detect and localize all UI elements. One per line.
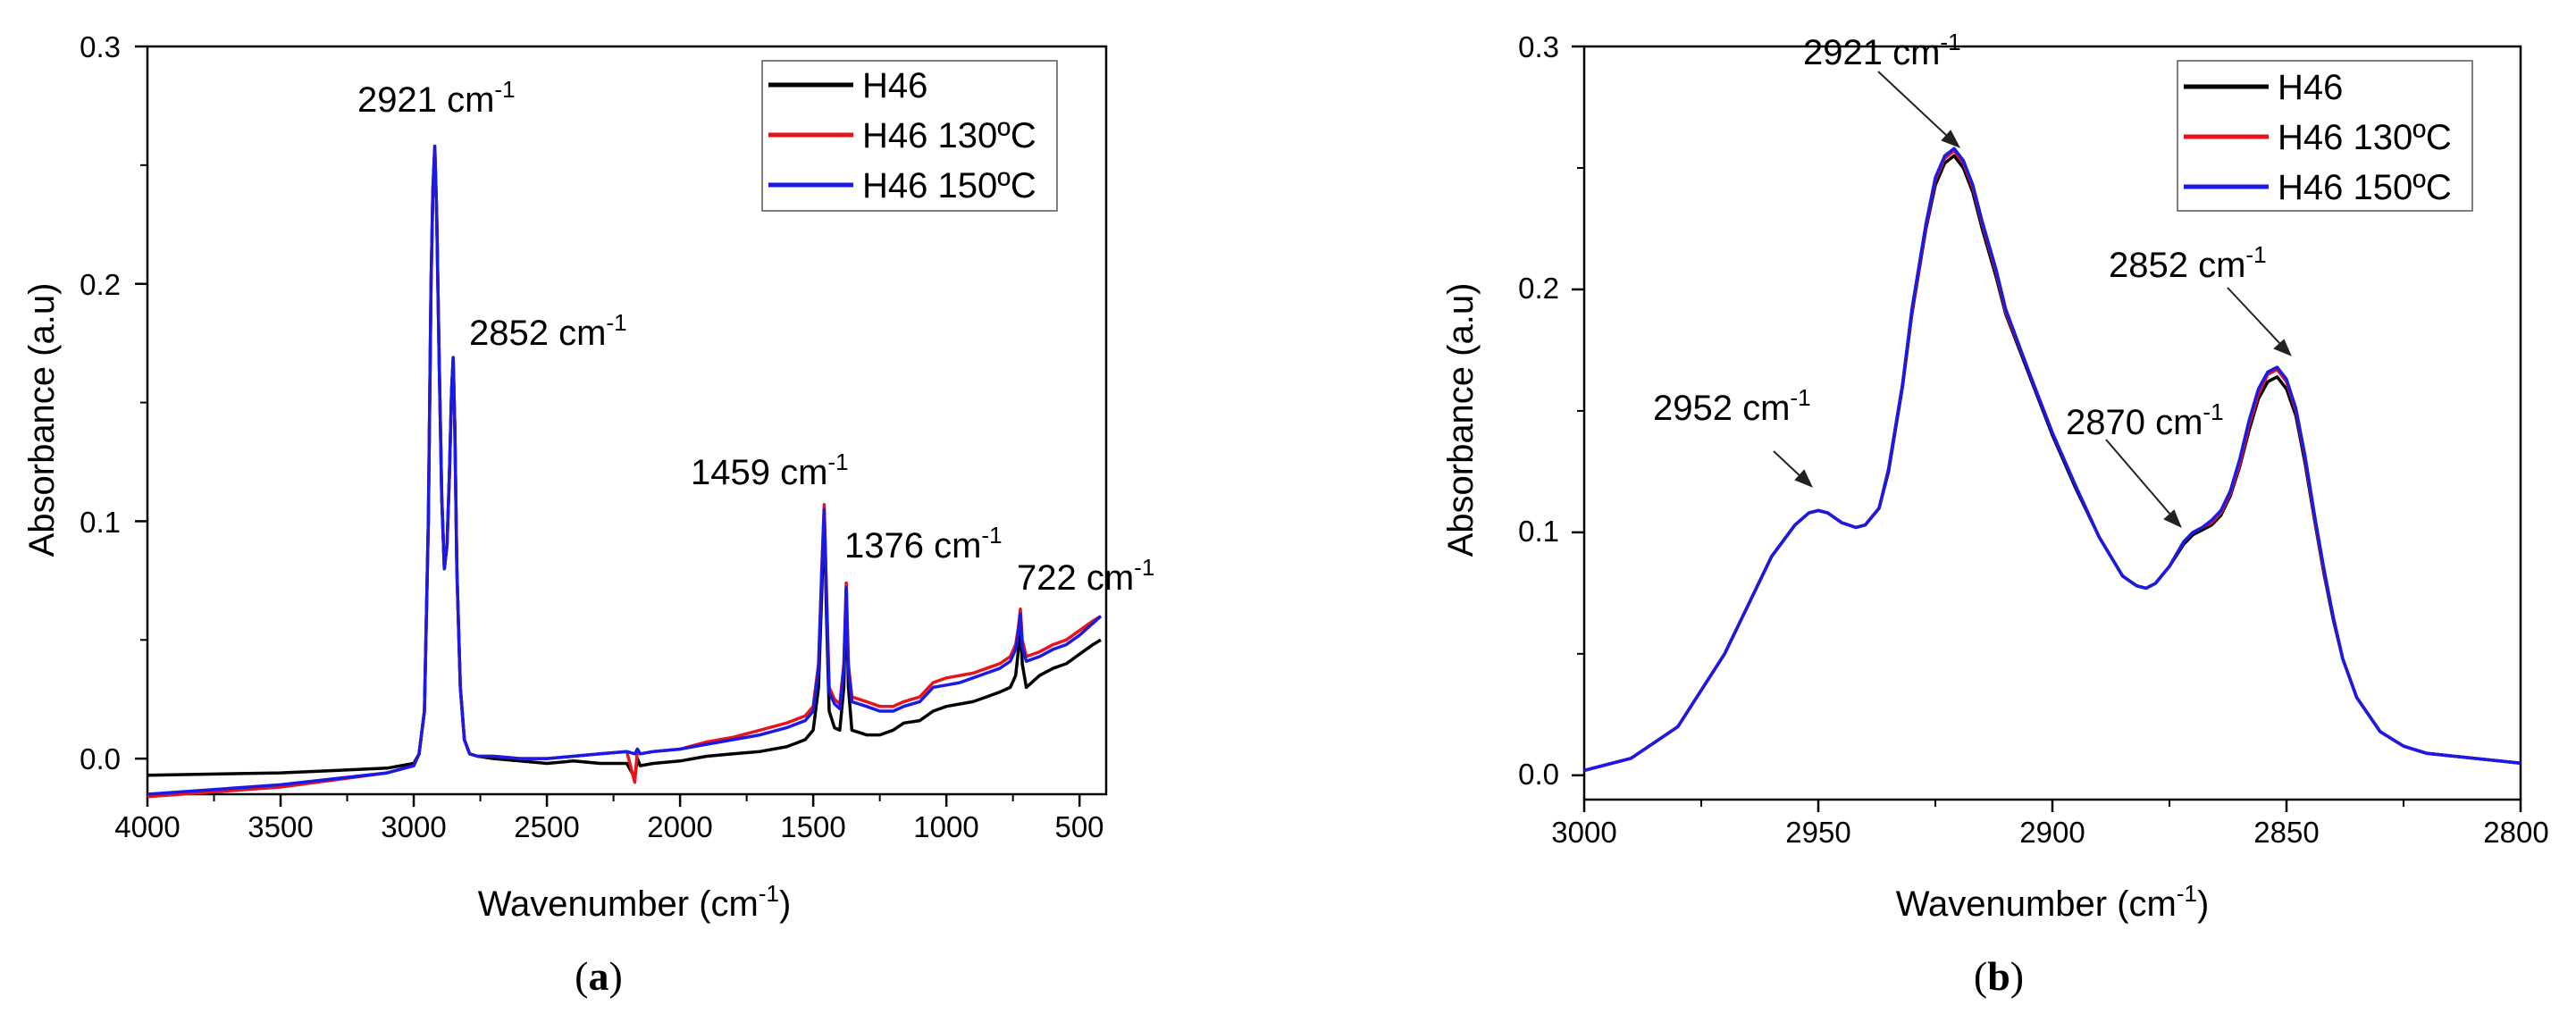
panel-a-legend-label-h46-150: H46 150ºC [862, 166, 1036, 205]
panel-a-legend: H46 H46 130ºC H46 150ºC [761, 60, 1058, 212]
panel-a-ylabel: Absorbance (a.u) [22, 283, 62, 557]
panel-b-xtick-label: 2900 [2019, 816, 2085, 849]
panel-b-series-line-1 [1583, 149, 2521, 773]
panel-a-ytick-label: 0.2 [80, 268, 121, 301]
arrow-2870 [2105, 439, 2172, 516]
panel-a-legend-label-h46: H46 [862, 66, 927, 105]
panel-a-xtick-label: 500 [1054, 810, 1103, 843]
panel-a-legend-label-h46-130: H46 130ºC [862, 116, 1036, 155]
arrow-2952 [1773, 450, 1803, 479]
panel-a-annotation-1376: 1376 cm-1 [844, 522, 1003, 566]
panel-a-xtick-label: 3500 [248, 810, 313, 843]
panel-a-xtick-label: 1500 [780, 810, 845, 843]
panel-b-label: (b) [1974, 953, 2024, 999]
panel-b-annotation-2852: 2852 cm-1 [2109, 241, 2267, 285]
panel-a-xtick-label: 2500 [514, 810, 579, 843]
panel-b-legend: H46 H46 130ºC H46 150ºC [2177, 60, 2473, 212]
panel-b-ytick-label: 0.2 [1518, 272, 1559, 305]
panel-a-plot-frame [146, 45, 1108, 796]
panel-a-annotation-722: 722 cm-1 [1017, 554, 1154, 598]
panel-b-annotation-2952: 2952 cm-1 [1653, 384, 1811, 428]
panel-a-annotation-2921: 2921 cm-1 [357, 76, 516, 120]
panel-b-chart: 0.0 0.1 0.2 0.3 3000 2950 2900 2850 2800… [1441, 29, 2549, 999]
panel-b-annotation-2870: 2870 cm-1 [2066, 398, 2224, 442]
panel-b-xtick-label: 3000 [1551, 816, 1616, 849]
arrow-2852 [2227, 287, 2282, 346]
arrow-2852-head [2273, 339, 2292, 356]
arrow-2952-head [1794, 469, 1814, 488]
panel-b-ticks [1572, 45, 2522, 812]
panel-b-annotation-2921: 2921 cm-1 [1803, 29, 1961, 72]
panel-a-xtick-label: 3000 [381, 810, 446, 843]
panel-b-series-line-0 [1583, 154, 2521, 773]
panel-a-annotation-2852: 2852 cm-1 [469, 309, 627, 353]
panel-a-xtick-label: 4000 [114, 810, 180, 843]
panel-a-series-line-2 [147, 144, 1103, 796]
panel-b-legend-label-h46-150: H46 150ºC [2278, 168, 2452, 207]
panel-b-ylabel: Absorbance (a.u) [1441, 283, 1481, 557]
panel-b-xtick-label: 2800 [2483, 816, 2548, 849]
panel-a-xtick-label: 1000 [913, 810, 978, 843]
panel-b-series [1583, 147, 2521, 773]
panel-a-label: (a) [575, 953, 623, 999]
panel-a-xlabel: Wavenumber (cm-1) [478, 880, 792, 924]
panel-a-series-line-1 [147, 144, 1102, 799]
panel-a-ytick-label: 0.1 [80, 506, 121, 539]
panel-b-ytick-label: 0.1 [1518, 515, 1559, 548]
panel-a-ytick-label: 0.0 [80, 742, 121, 775]
arrow-2921-head [1941, 130, 1961, 148]
panel-a-xtick-label: 2000 [647, 810, 712, 843]
panel-b-legend-label-h46-130: H46 130ºC [2278, 118, 2452, 157]
arrow-2921 [1877, 71, 1949, 138]
panel-a-series [147, 144, 1103, 799]
panel-a-annotation-1459: 1459 cm-1 [691, 448, 849, 492]
panel-a-chart: 0.0 0.1 0.2 0.3 4000 3500 3000 2500 2000… [22, 30, 1154, 999]
panel-a-ticks [135, 45, 1081, 807]
panel-b-ytick-label: 0.0 [1518, 758, 1559, 791]
panel-b-xtick-label: 2950 [1785, 816, 1850, 849]
panel-a-ytick-label: 0.3 [80, 30, 121, 63]
panel-b-ytick-label: 0.3 [1518, 30, 1559, 63]
panel-b-xtick-label: 2850 [2253, 816, 2319, 849]
panel-b-legend-label-h46: H46 [2278, 68, 2343, 107]
panel-b-series-line-2 [1583, 147, 2521, 773]
panel-b-xlabel: Wavenumber (cm-1) [1896, 880, 2210, 924]
panel-b-annotation-arrows [1773, 71, 2292, 529]
arrow-2870-head [2163, 509, 2182, 529]
